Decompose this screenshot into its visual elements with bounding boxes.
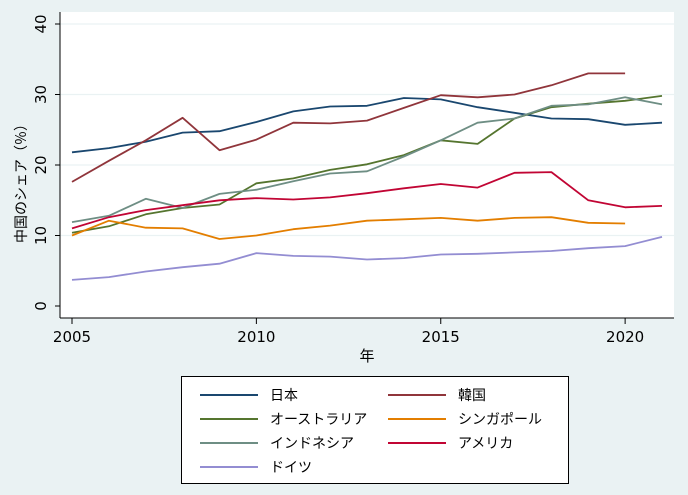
legend-swatch bbox=[388, 442, 446, 444]
series-line-1 bbox=[71, 97, 663, 154]
y-axis-label: 中国のシェア（％） bbox=[14, 117, 30, 243]
legend-swatch bbox=[388, 418, 446, 420]
y-tick-label-20: 20 bbox=[32, 155, 50, 174]
y-tick-label-0: 0 bbox=[32, 301, 50, 311]
x-tick-label-2015: 2015 bbox=[422, 328, 460, 346]
legend-item-2: 韓国 bbox=[388, 385, 486, 405]
series-lines bbox=[71, 72, 663, 281]
y-tick-label-30: 30 bbox=[32, 85, 50, 104]
legend-swatch bbox=[388, 394, 446, 396]
legend: 日本 韓国オーストラリア シンガポールインドネシア アメリカドイツ bbox=[181, 376, 569, 484]
legend-item-6: アメリカ bbox=[388, 433, 513, 453]
axes: 0 10 20 30 40 2005 2010 2015 2020 bbox=[32, 12, 674, 346]
legend-item-4: シンガポール bbox=[388, 409, 542, 429]
legend-label: ドイツ bbox=[270, 460, 312, 476]
x-axis-label: 年 bbox=[359, 347, 374, 365]
legend-swatch bbox=[200, 442, 258, 444]
series-line-4 bbox=[71, 216, 626, 240]
legend-swatch bbox=[200, 394, 258, 396]
legend-item-5: インドネシア bbox=[200, 433, 354, 453]
legend-label: 日本 bbox=[270, 388, 298, 404]
series-line-6 bbox=[71, 171, 663, 230]
series-line-2 bbox=[71, 72, 626, 183]
legend-label: オーストラリア bbox=[270, 412, 368, 428]
legend-item-3: オーストラリア bbox=[200, 409, 367, 429]
y-tick-label-40: 40 bbox=[32, 14, 50, 33]
legend-swatch bbox=[200, 466, 258, 468]
x-tick-label-2010: 2010 bbox=[237, 328, 275, 346]
x-tick-label-2005: 2005 bbox=[53, 328, 91, 346]
series-line-7 bbox=[71, 236, 663, 281]
y-tick-label-10: 10 bbox=[32, 226, 50, 245]
legend-item-1: 日本 bbox=[200, 385, 298, 405]
legend-item-7: ドイツ bbox=[200, 457, 312, 477]
series-line-5 bbox=[71, 96, 663, 223]
legend-label: シンガポール bbox=[458, 412, 542, 428]
x-tick-label-2020: 2020 bbox=[606, 328, 644, 346]
legend-swatch bbox=[200, 418, 258, 420]
legend-label: インドネシア bbox=[270, 436, 354, 452]
legend-label: アメリカ bbox=[458, 436, 514, 452]
legend-label: 韓国 bbox=[458, 388, 486, 404]
